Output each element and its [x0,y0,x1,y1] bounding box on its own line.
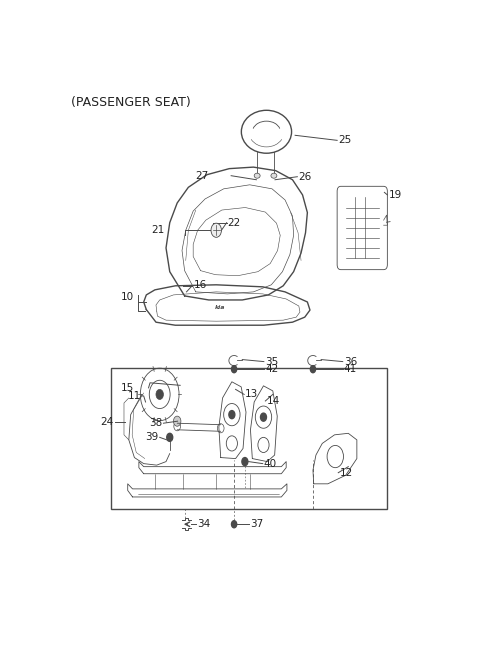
Text: (PASSENGER SEAT): (PASSENGER SEAT) [71,96,191,110]
Circle shape [311,365,315,373]
Text: 15: 15 [121,383,134,393]
Text: 11: 11 [128,391,141,401]
Text: 12: 12 [339,468,353,478]
Circle shape [173,416,181,426]
Text: 19: 19 [388,190,402,200]
Text: 25: 25 [338,135,351,146]
Circle shape [231,521,237,528]
Text: 10: 10 [121,292,134,302]
Circle shape [242,458,248,466]
Text: 21: 21 [151,225,164,236]
Text: 39: 39 [145,432,158,442]
Ellipse shape [254,173,260,178]
Text: 34: 34 [197,520,210,529]
Text: 24: 24 [100,417,114,427]
Text: 27: 27 [195,171,209,180]
Text: kia: kia [215,304,225,310]
Circle shape [231,365,237,373]
Text: 26: 26 [299,172,312,182]
Circle shape [167,434,173,441]
Text: 37: 37 [250,520,264,529]
Text: 22: 22 [228,218,240,228]
Text: 14: 14 [266,396,280,406]
Text: 40: 40 [264,459,277,468]
Circle shape [156,390,163,400]
Circle shape [261,413,266,421]
Text: 38: 38 [149,419,162,428]
Ellipse shape [271,173,277,178]
Circle shape [211,223,221,237]
Text: 16: 16 [194,280,207,290]
Text: 36: 36 [344,357,357,367]
Text: 41: 41 [344,364,357,374]
Bar [111,367,386,509]
Text: 42: 42 [265,364,278,374]
Text: 13: 13 [245,390,259,400]
Circle shape [229,411,235,419]
Text: 35: 35 [265,357,278,367]
